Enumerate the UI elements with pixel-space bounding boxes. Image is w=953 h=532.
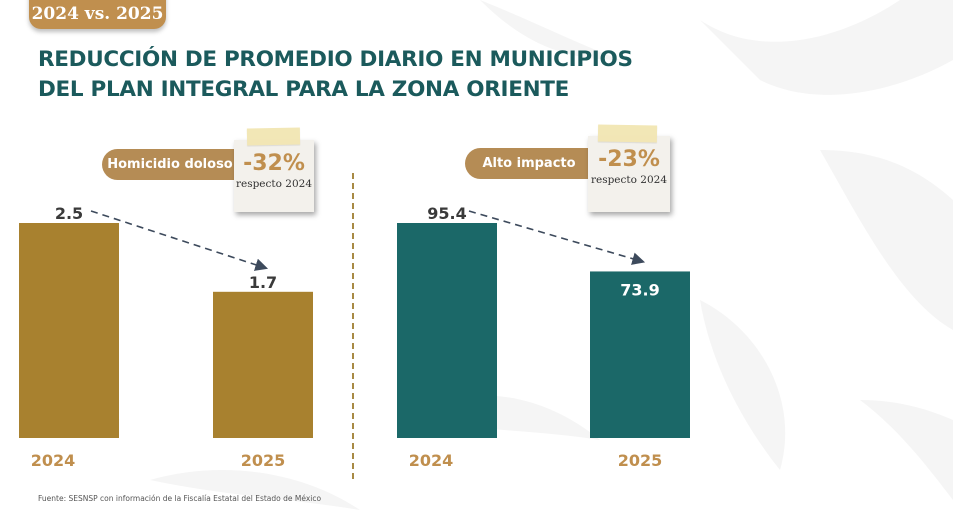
bar-2024 <box>19 223 119 438</box>
chart-label-alto-impacto: Alto impacto <box>465 148 593 179</box>
chart-homicidio-doloso: 2.5 2024 1.7 2025 <box>19 204 313 470</box>
x-tick-label: 2024 <box>31 451 76 470</box>
x-tick-label: 2025 <box>618 451 663 470</box>
change-note-alto-impacto: -23% respecto 2024 <box>588 136 670 212</box>
value-label: 2.5 <box>55 204 83 223</box>
change-reference: respecto 2024 <box>590 174 668 186</box>
x-tick-label: 2024 <box>409 451 454 470</box>
change-percent: -32% <box>243 151 305 176</box>
bar-2024 <box>397 223 497 438</box>
trend-arrow <box>90 210 269 271</box>
chart-alto-impacto: 95.4 2024 73.9 2025 <box>397 204 690 470</box>
bar-2025 <box>213 291 313 438</box>
value-label: 95.4 <box>427 204 466 223</box>
source-note: Fuente: SESNSP con información de la Fis… <box>38 494 322 503</box>
change-percent: -23% <box>598 147 660 172</box>
chart-label-homicidio: Homicidio doloso <box>102 149 238 180</box>
x-tick-label: 2025 <box>241 451 286 470</box>
value-label: 1.7 <box>249 273 277 292</box>
title-line-2: DEL PLAN INTEGRAL PARA LA ZONA ORIENTE <box>38 77 570 102</box>
comparison-tab: 2024 vs. 2025 <box>29 0 166 29</box>
title-line-1: REDUCCIÓN DE PROMEDIO DIARIO EN MUNICIPI… <box>38 47 633 72</box>
trend-arrow <box>468 210 646 265</box>
bar-2025 <box>590 271 690 438</box>
page-title: REDUCCIÓN DE PROMEDIO DIARIO EN MUNICIPI… <box>38 45 678 105</box>
change-reference: respecto 2024 <box>235 178 313 190</box>
value-label: 73.9 <box>620 280 659 299</box>
section-divider <box>352 173 354 479</box>
change-note-homicidio: -32% respecto 2024 <box>234 140 314 212</box>
